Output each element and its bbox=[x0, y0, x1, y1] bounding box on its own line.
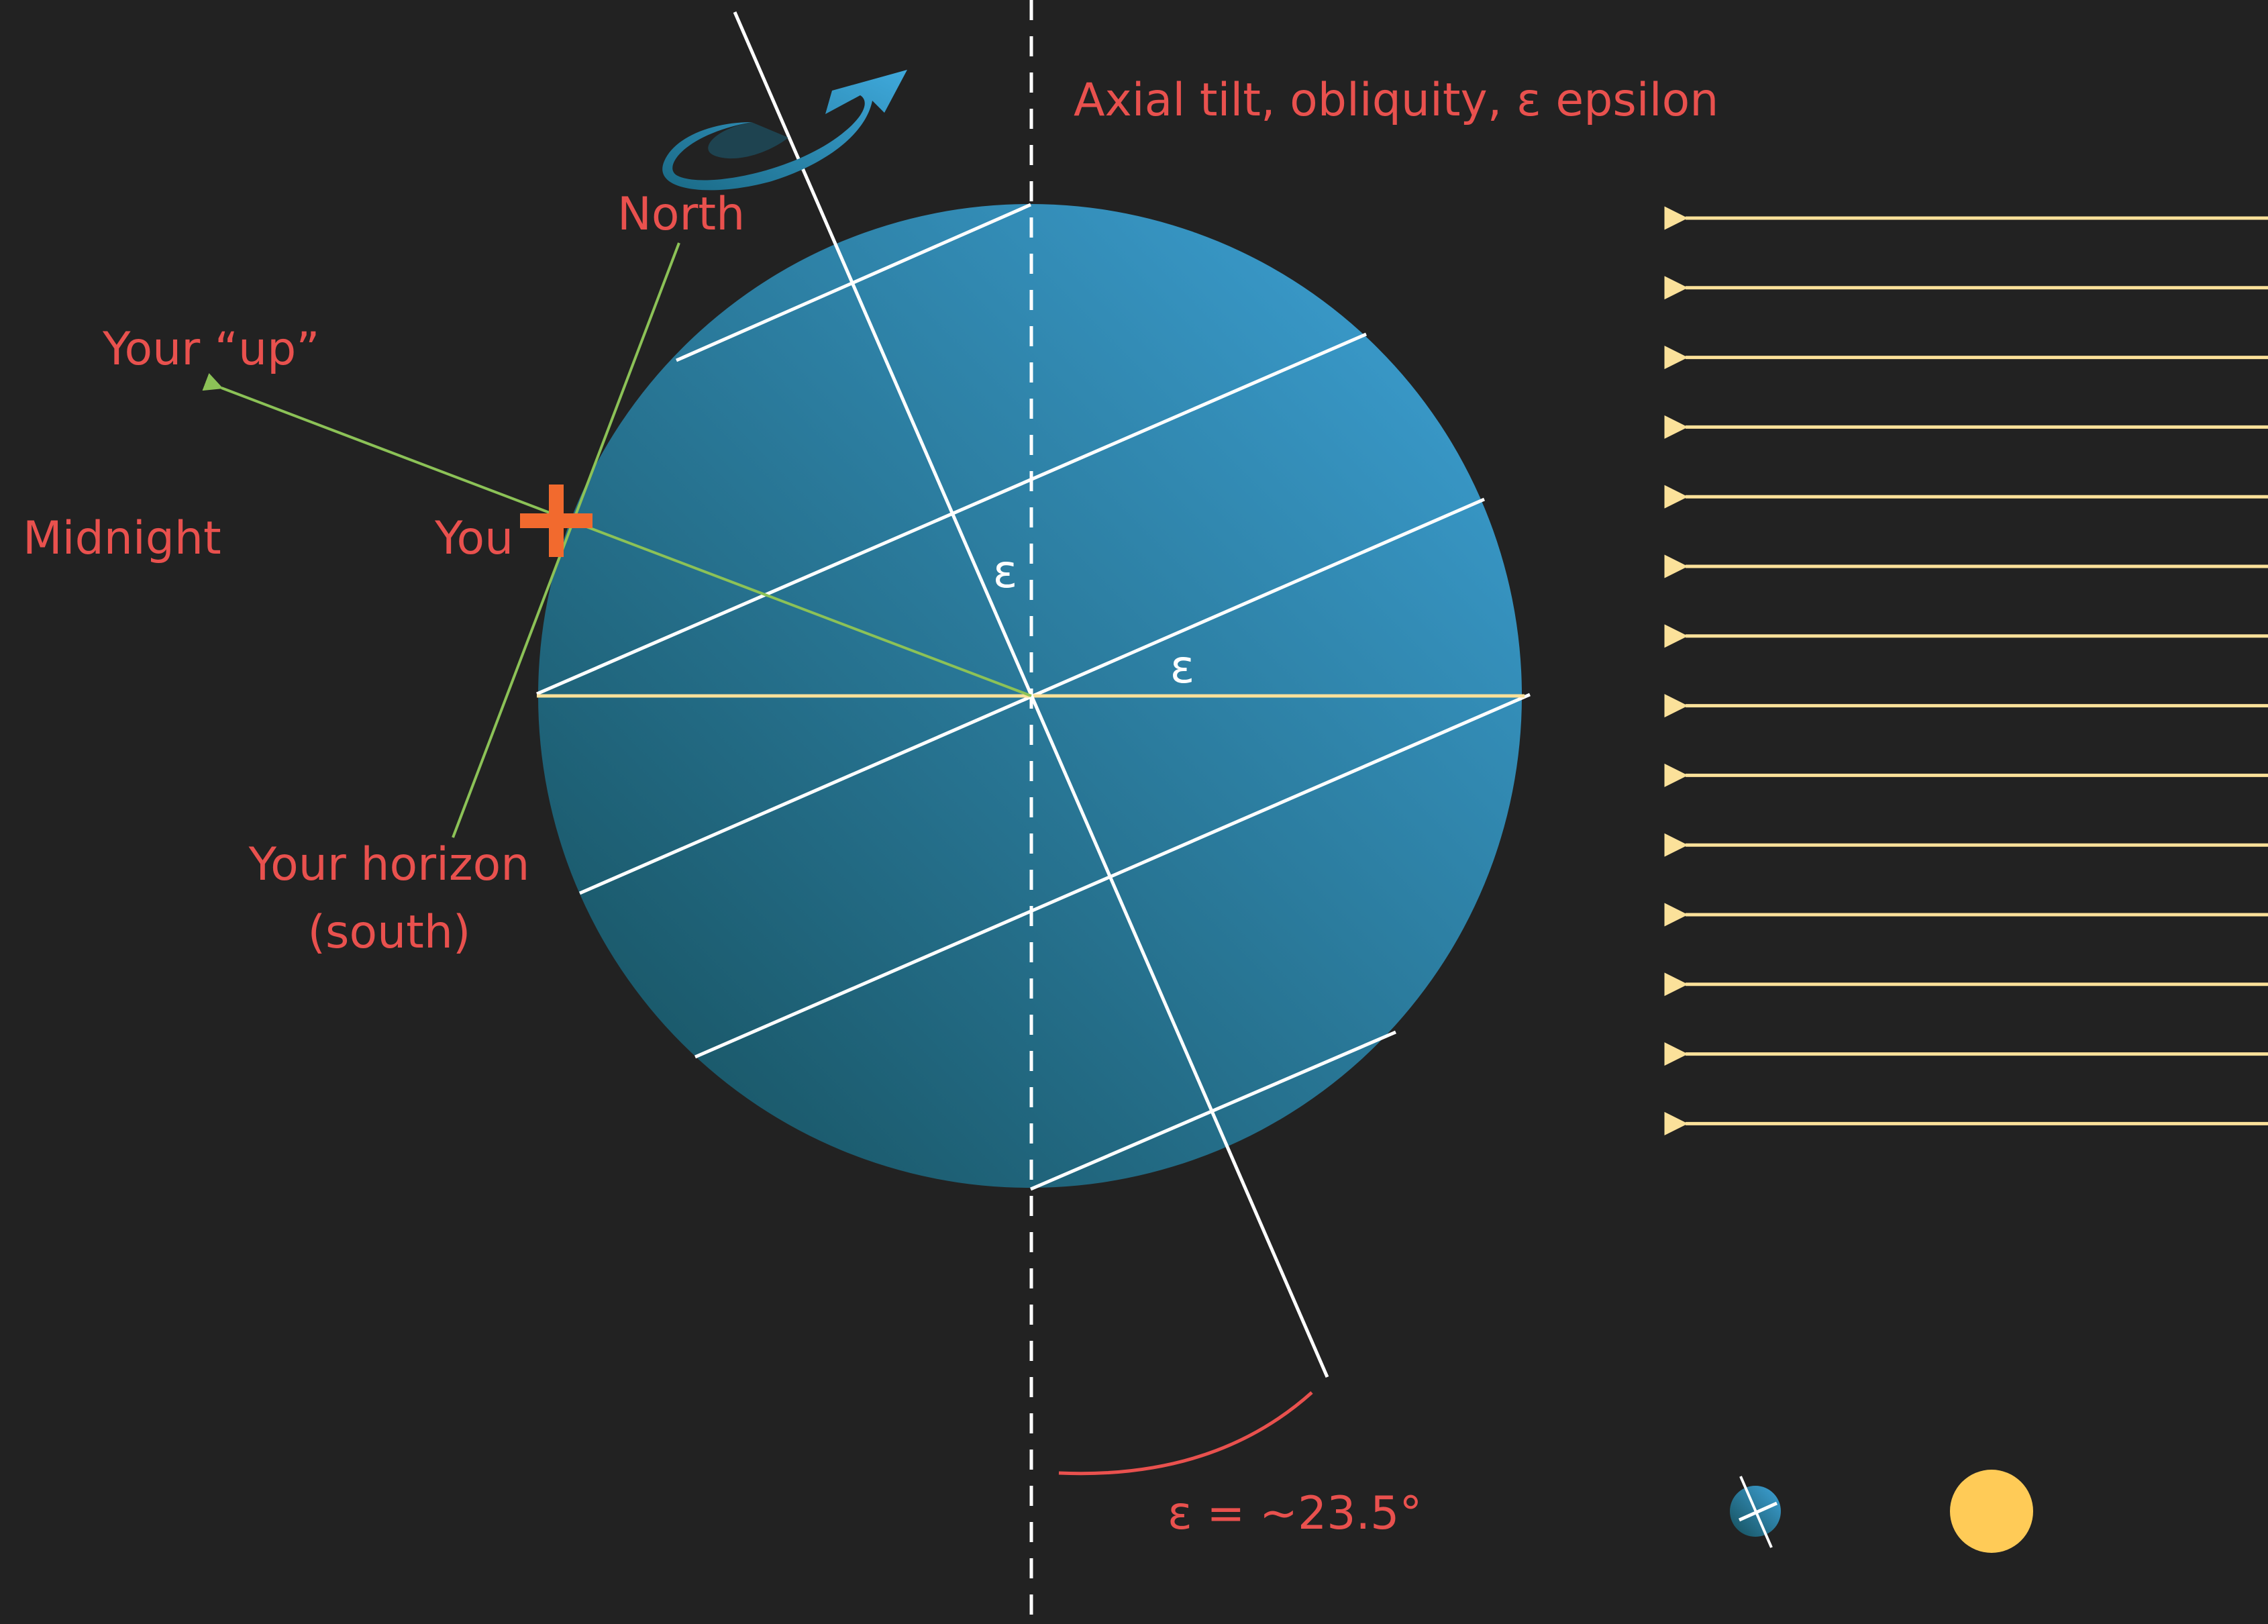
diagram-title: Axial tilt, obliquity, ε epsilon bbox=[1074, 74, 1718, 127]
planet-icon bbox=[1730, 1476, 1781, 1548]
north-label: North bbox=[617, 188, 745, 241]
epsilon-axis-label: ε bbox=[993, 546, 1018, 599]
plus-icon bbox=[520, 485, 592, 557]
you-label: You bbox=[434, 512, 513, 565]
horizon-label-line1: Your horizon bbox=[248, 838, 530, 891]
observer-lines bbox=[202, 242, 1032, 838]
horizon-line bbox=[452, 242, 680, 838]
your-up-label: Your “up” bbox=[102, 323, 320, 376]
sun-rays bbox=[1664, 206, 2268, 1135]
epsilon-equator-label: ε bbox=[1170, 641, 1195, 694]
latitude-line bbox=[694, 693, 1531, 1059]
epsilon-value-label: ε = ~23.5° bbox=[1168, 1487, 1422, 1540]
up-vector-line bbox=[202, 372, 1032, 697]
epsilon-angle-arc bbox=[1058, 1391, 1313, 1476]
sun-icon bbox=[1950, 1470, 2033, 1553]
horizon-label-line2: (south) bbox=[308, 906, 471, 959]
rotation-arrow-icon bbox=[662, 70, 907, 191]
midnight-label: Midnight bbox=[23, 512, 221, 565]
